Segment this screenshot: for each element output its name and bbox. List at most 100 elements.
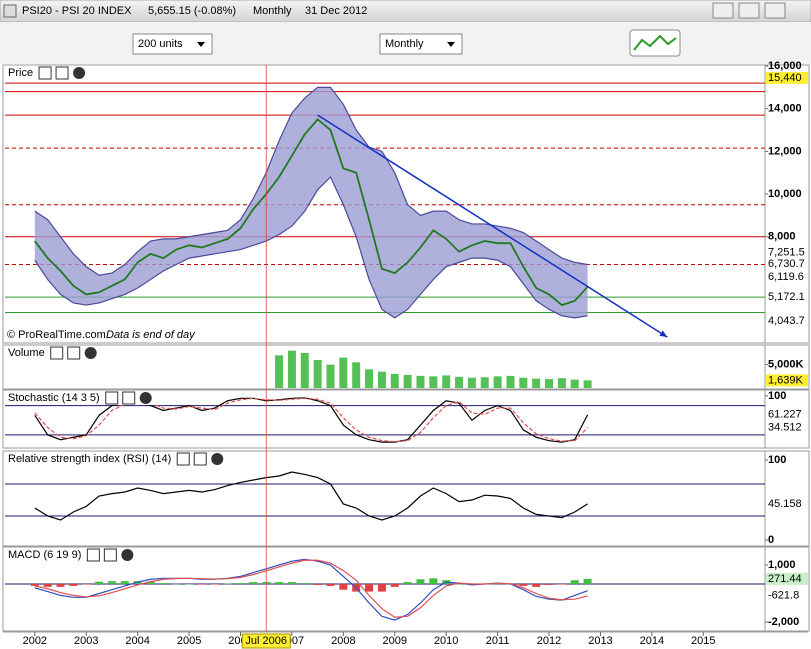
- value-marker-label: 4,043.7: [768, 315, 805, 327]
- value-marker: [766, 572, 808, 585]
- panel-wrench-button[interactable]: [50, 346, 64, 360]
- bar: [570, 580, 579, 585]
- bar: [493, 376, 502, 388]
- bar: [43, 584, 52, 587]
- panel-window-button[interactable]: [55, 66, 69, 80]
- band-fill: [34, 87, 588, 318]
- value-marker: [766, 421, 808, 434]
- bar: [532, 584, 541, 587]
- value-marker: [766, 374, 808, 387]
- bar: [557, 584, 566, 585]
- x-tick-label: 2010: [434, 635, 458, 647]
- bar: [30, 584, 39, 586]
- bar: [185, 584, 194, 585]
- value-marker-label: 271.44: [768, 573, 802, 585]
- panel-window-button[interactable]: [103, 548, 117, 562]
- bar: [480, 377, 489, 388]
- bar: [197, 584, 206, 585]
- y-tick-label: 10,000: [768, 188, 802, 200]
- indicator-button[interactable]: [629, 29, 681, 57]
- panel-wrench-button[interactable]: [105, 391, 119, 405]
- y-tick-label: 100: [768, 454, 786, 466]
- trend-line: [317, 114, 668, 338]
- bar: [416, 375, 425, 388]
- panel-close-button[interactable]: [73, 67, 86, 79]
- value-marker: [766, 589, 808, 602]
- units-select-label: 200 units: [138, 38, 183, 50]
- period-select[interactable]: [379, 33, 463, 55]
- panel-close-button[interactable]: [121, 549, 134, 561]
- bar: [545, 584, 554, 585]
- series-line: [34, 175, 588, 319]
- y-tick-label: 16,000: [768, 60, 802, 72]
- x-tick-label: 2012: [537, 635, 561, 647]
- bar: [339, 357, 348, 388]
- value-marker: [766, 315, 808, 328]
- y-tick-label: 12,000: [768, 145, 802, 157]
- panel-window-button[interactable]: [122, 391, 136, 405]
- bar: [69, 584, 78, 586]
- bar: [390, 584, 399, 587]
- value-marker: [766, 246, 808, 259]
- annotation: © ProRealTime.com: [7, 329, 106, 341]
- minimize-button[interactable]: [712, 2, 734, 19]
- dropdown-arrow: [447, 42, 455, 47]
- bar: [442, 375, 451, 388]
- bar: [429, 578, 438, 585]
- bar: [416, 579, 425, 585]
- indicator-icon: [633, 34, 677, 51]
- bar: [287, 350, 296, 388]
- period-select-label: Monthly: [385, 38, 424, 50]
- y-tick-label: 5,000K: [768, 359, 804, 371]
- units-select[interactable]: [132, 33, 213, 55]
- value-marker-label: 5,172.1: [768, 291, 805, 303]
- bar: [275, 355, 284, 388]
- panel-window-button[interactable]: [193, 452, 207, 466]
- y-tick-label: 14,000: [768, 103, 802, 115]
- value-marker: [766, 497, 808, 510]
- annotation: Data is end of day: [106, 329, 196, 341]
- panel-title: Stochastic (14 3 5): [8, 392, 100, 404]
- panel-window-button[interactable]: [67, 346, 81, 360]
- panel-close-button[interactable]: [211, 453, 224, 465]
- y-tick-label: 1,000: [768, 559, 796, 571]
- y-tick-label: 100: [768, 390, 786, 402]
- panel-title: Volume: [8, 347, 45, 359]
- bar: [557, 378, 566, 388]
- panel-wrench-button[interactable]: [38, 66, 52, 80]
- bar: [223, 583, 232, 585]
- date: 31 Dec 2012: [305, 5, 367, 17]
- value-marker-label: 1,639K: [768, 374, 804, 386]
- maximize-button[interactable]: [738, 2, 760, 19]
- bar: [377, 584, 386, 592]
- x-tick-label: 2008: [331, 635, 355, 647]
- bar: [107, 581, 116, 585]
- panel-close-button[interactable]: [139, 392, 152, 404]
- bar: [365, 584, 374, 592]
- bar: [506, 375, 515, 388]
- value-marker-label: 34.512: [768, 422, 802, 434]
- window-icon[interactable]: [3, 4, 17, 18]
- bar: [287, 582, 296, 585]
- bar: [532, 378, 541, 388]
- bar: [313, 360, 322, 388]
- cursor-label-bg: [241, 633, 291, 649]
- bar: [172, 583, 181, 585]
- value-marker: [766, 71, 808, 84]
- panel-title-bg: [5, 548, 159, 562]
- bar: [403, 582, 412, 585]
- panel-wrench-button[interactable]: [176, 452, 190, 466]
- series-line: [34, 118, 589, 307]
- bar: [519, 584, 528, 586]
- bar: [467, 377, 476, 388]
- y-tick-label: 0: [768, 534, 774, 546]
- close-button[interactable]: [764, 2, 786, 19]
- panel-close-button[interactable]: [84, 347, 97, 359]
- x-tick-label: 2003: [74, 635, 98, 647]
- value-marker: [766, 408, 808, 421]
- bar: [210, 584, 219, 585]
- panel-wrench-button[interactable]: [86, 548, 100, 562]
- value-marker-label: -621.8: [768, 590, 799, 602]
- x-tick-label: 2004: [125, 635, 149, 647]
- cursor-label: Jul 2006: [245, 635, 287, 647]
